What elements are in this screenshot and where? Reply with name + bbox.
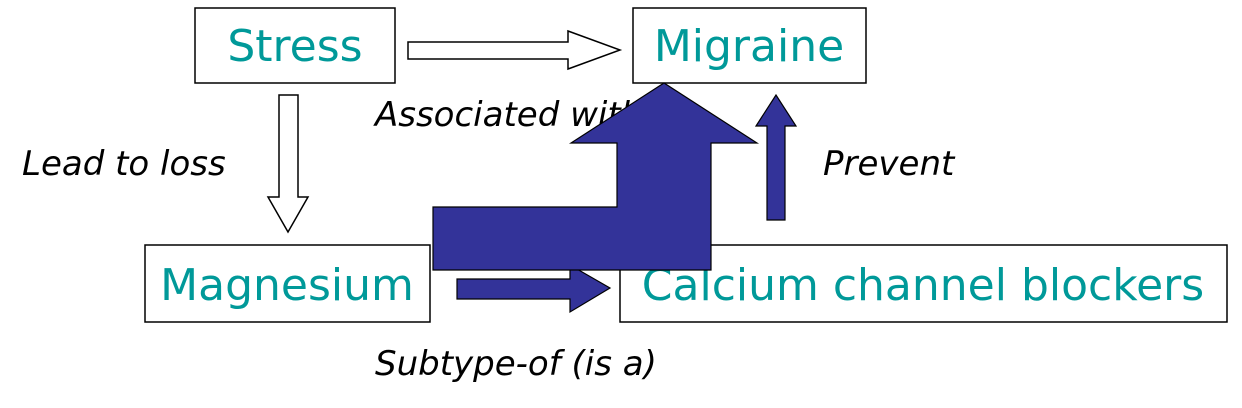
edge-label-subtype-of: Subtype-of (is a) <box>375 344 657 384</box>
arrow-associated-with <box>407 29 623 71</box>
node-magnesium: Magnesium <box>144 244 431 323</box>
arrow-subtype-of <box>456 263 612 314</box>
node-stress-label: Stress <box>227 21 362 72</box>
arrow-prevent <box>754 93 798 221</box>
arrow-lead-to-loss <box>266 94 310 234</box>
node-stress: Stress <box>194 7 396 84</box>
node-magnesium-label: Magnesium <box>160 260 414 311</box>
edge-label-lead-to-loss: Lead to loss <box>22 144 226 184</box>
big-up-arrow <box>432 82 760 271</box>
node-calcium-channel-blockers: Calcium channel blockers <box>619 244 1228 323</box>
node-migraine: Migraine <box>632 7 867 84</box>
edge-label-prevent: Prevent <box>823 144 956 184</box>
node-migraine-label: Migraine <box>654 21 844 72</box>
node-calcium-channel-blockers-label: Calcium channel blockers <box>642 260 1204 311</box>
